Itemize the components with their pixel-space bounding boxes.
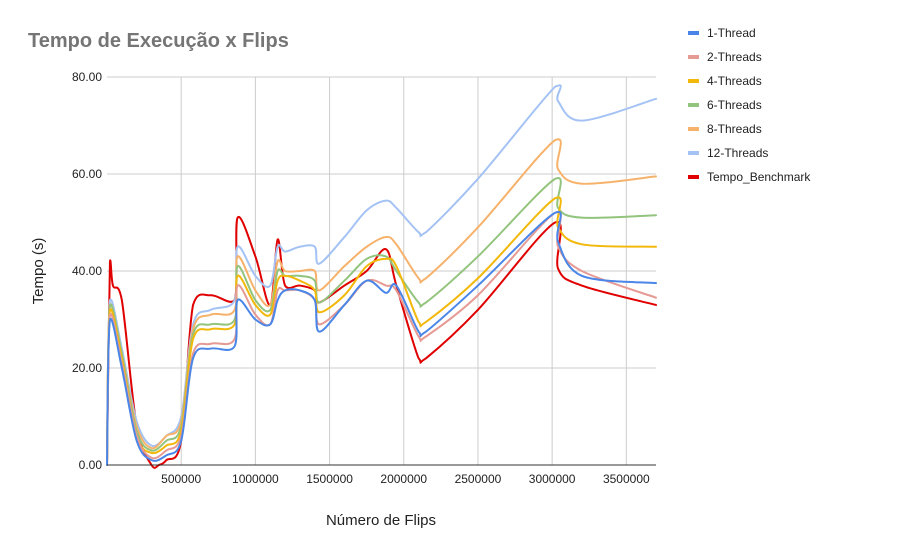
series-lines (106, 84, 657, 469)
x-axis-label: Número de Flips (326, 512, 436, 529)
x-tick-label: 1000000 (232, 472, 279, 486)
y-tick-label: 40.00 (72, 264, 102, 278)
x-axis-ticks: 500000 1000000 1500000 2000000 2500000 300000… (161, 472, 650, 486)
legend-swatch-6-threads (688, 103, 699, 107)
legend-label-2-threads: 2-Threads (707, 50, 762, 64)
x-tick-label: 2000000 (380, 472, 427, 486)
legend-swatch-1-thread (688, 31, 699, 35)
x-tick-label: 3000000 (529, 472, 576, 486)
y-axis-label: Tempo (s) (30, 238, 47, 305)
y-tick-label: 0.00 (79, 458, 103, 472)
legend-label-4-threads: 4-Threads (707, 74, 762, 88)
legend-swatch-8-threads (688, 127, 699, 131)
legend-swatch-tempo-benchmark (688, 175, 699, 179)
legend-label-8-threads: 8-Threads (707, 122, 762, 136)
legend-label-12-threads: 12-Threads (707, 146, 768, 160)
y-tick-label: 60.00 (72, 167, 102, 181)
series-line-4-threads (106, 196, 657, 466)
series-line-12-threads (106, 84, 657, 466)
legend-swatch-4-threads (688, 79, 699, 83)
y-axis-ticks: 0.00 20.00 40.00 60.00 80.00 (72, 70, 102, 472)
series-line-1-thread (106, 210, 657, 466)
legend-label-1-thread: 1-Thread (707, 26, 756, 40)
y-tick-label: 20.00 (72, 361, 102, 375)
legend-swatch-12-threads (688, 151, 699, 155)
series-line-8-threads (106, 138, 657, 466)
x-tick-label: 500000 (161, 472, 201, 486)
y-tick-label: 80.00 (72, 70, 102, 84)
legend-label-tempo-benchmark: Tempo_Benchmark (707, 170, 811, 184)
x-tick-label: 2500000 (455, 472, 502, 486)
x-tick-label: 1500000 (306, 472, 353, 486)
legend-label-6-threads: 6-Threads (707, 98, 762, 112)
chart-title: Tempo de Execução x Flips (28, 30, 289, 52)
x-tick-label: 3500000 (603, 472, 650, 486)
legend: 1-Thread 2-Threads 4-Threads 6-Threads 8-Thr… (688, 26, 811, 184)
legend-swatch-2-threads (688, 55, 699, 59)
